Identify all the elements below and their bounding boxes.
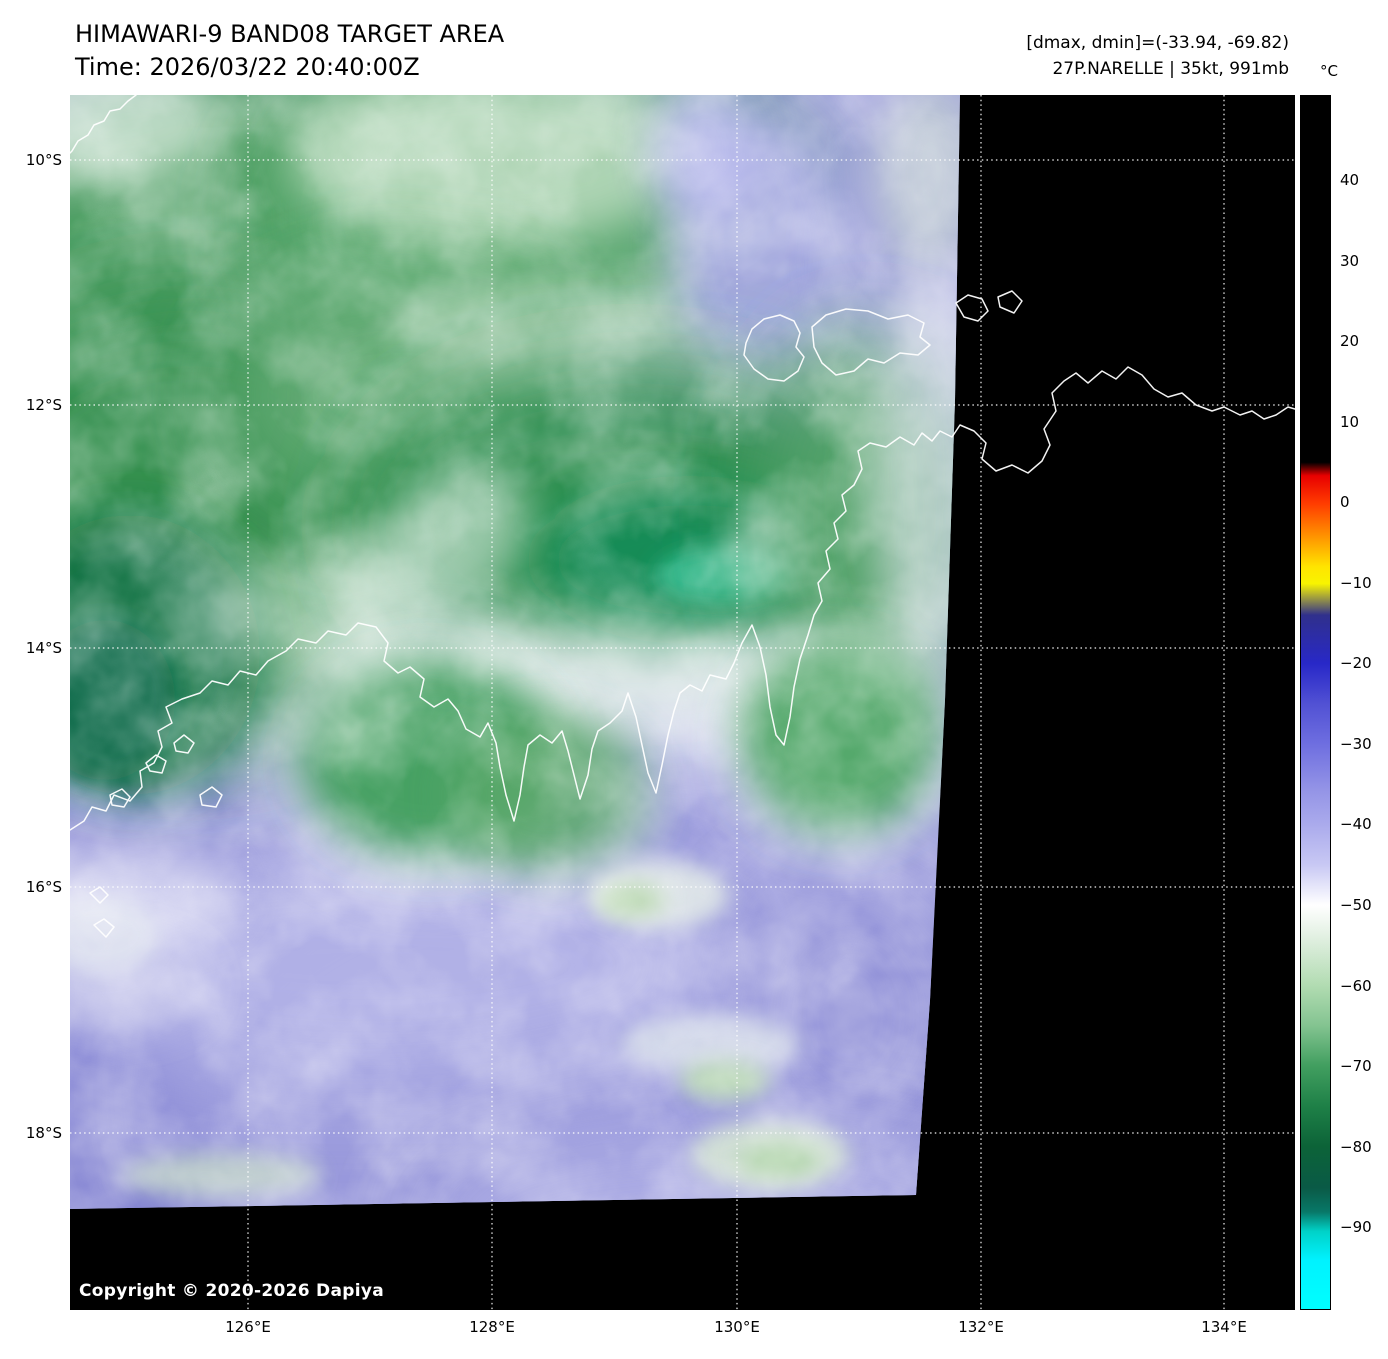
lat-tick-10s: 10°S <box>25 151 62 169</box>
coastline-islets <box>93 918 115 938</box>
colorbar-tick-m90: −90 <box>1340 1218 1372 1236</box>
colorbar-tick-m50: −50 <box>1340 896 1372 914</box>
colorbar-tick-20: 20 <box>1340 332 1360 350</box>
lon-tick-130e: 130°E <box>714 1318 760 1336</box>
dmax-dmin-readout: [dmax, dmin]=(-33.94, -69.82) <box>1026 33 1289 53</box>
colorbar-tick-m70: −70 <box>1340 1057 1372 1075</box>
coastline-islets <box>89 886 109 904</box>
colorbar-tick-m20: −20 <box>1340 654 1372 672</box>
cloud-imagery <box>70 95 960 1209</box>
colorbar-tick-m40: −40 <box>1340 815 1372 833</box>
coastline-islets <box>145 754 167 774</box>
lon-tick-134e: 134°E <box>1201 1318 1247 1336</box>
coastline-bathurst-island <box>743 314 805 382</box>
coastline-melville-island <box>811 308 931 376</box>
colorbar-tick-10: 10 <box>1340 413 1360 431</box>
map-plot: Copyright © 2020-2026 Dapiya <box>70 95 1295 1310</box>
coastline-islands <box>955 294 989 322</box>
lat-tick-12s: 12°S <box>25 396 62 414</box>
lon-tick-132e: 132°E <box>958 1318 1004 1336</box>
coastline-mainland <box>70 366 1295 831</box>
satellite-map <box>70 95 1295 1310</box>
colorbar <box>1300 95 1331 1310</box>
colorbar-tick-0: 0 <box>1340 493 1350 511</box>
lon-tick-128e: 128°E <box>469 1318 515 1336</box>
colorbar-unit: °C <box>1320 62 1338 80</box>
lon-tick-126e: 126°E <box>225 1318 271 1336</box>
figure-title: HIMAWARI-9 BAND08 TARGET AREA <box>75 20 505 48</box>
coastline-islets <box>109 788 131 808</box>
coastlines <box>70 95 1295 938</box>
grid-lines <box>70 95 1295 1310</box>
coastline-islands <box>997 290 1023 314</box>
colorbar-tick-m30: −30 <box>1340 735 1372 753</box>
coastline-timor <box>70 95 137 154</box>
copyright: Copyright © 2020-2026 Dapiya <box>79 1281 384 1301</box>
figure-timestamp: Time: 2026/03/22 20:40:00Z <box>75 53 420 81</box>
colorbar-tick-m10: −10 <box>1340 574 1372 592</box>
lat-tick-18s: 18°S <box>25 1124 62 1142</box>
colorbar-tick-m80: −80 <box>1340 1138 1372 1156</box>
colorbar-tick-30: 30 <box>1340 252 1360 270</box>
lat-tick-14s: 14°S <box>25 639 62 657</box>
colorbar-tick-m60: −60 <box>1340 977 1372 995</box>
colorbar-tick-40: 40 <box>1340 171 1360 189</box>
storm-readout: 27P.NARELLE | 35kt, 991mb <box>1052 59 1289 79</box>
coastline-islets <box>173 734 195 754</box>
coastline-islets <box>199 786 223 808</box>
lat-tick-16s: 16°S <box>25 878 62 896</box>
